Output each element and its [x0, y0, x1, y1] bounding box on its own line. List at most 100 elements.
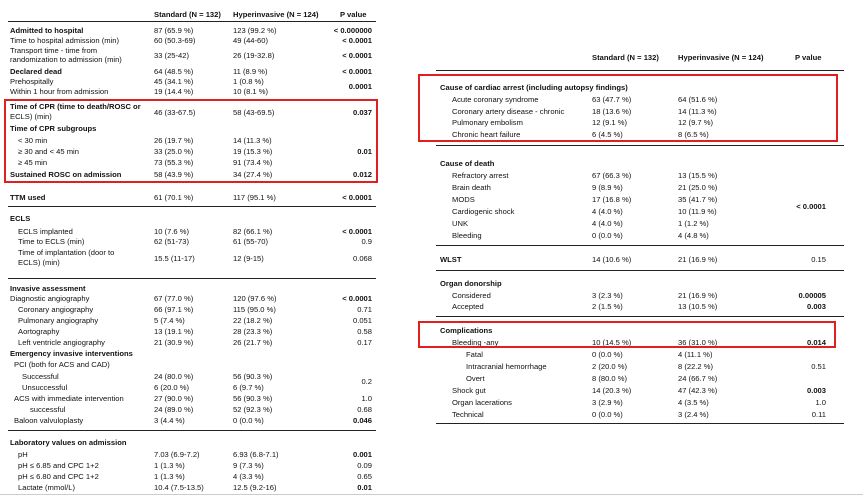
row-standard: 10 (7.6 %): [154, 227, 190, 236]
row-standard: 14 (20.3 %): [592, 386, 632, 395]
row-pvalue: 0.00005: [798, 291, 826, 300]
header-hyperinvasive: Hyperinvasive (N = 124): [678, 53, 764, 62]
row-label: PCI (both for ACS and CAD): [14, 360, 110, 369]
row-pvalue: < 0.0001: [342, 51, 372, 60]
row-hyperinvasive: 12 (9.7 %): [678, 118, 714, 127]
row-pvalue: 0.003: [806, 302, 826, 311]
row-hyperinvasive: 1 (0.8 %): [233, 77, 264, 86]
row-hyperinvasive: 123 (99.2 %): [233, 26, 277, 35]
header-hyperinvasive: Hyperinvasive (N = 124): [233, 10, 319, 19]
row-hyperinvasive: 21 (16.9 %): [678, 291, 718, 300]
row-pvalue: < 0.000000: [333, 26, 372, 35]
header-pvalue: P value: [795, 53, 822, 62]
row-label: Technical: [452, 410, 484, 419]
header-rule: [436, 70, 844, 71]
row-hyperinvasive: 21 (25.0 %): [678, 183, 718, 192]
row-label: Refractory arrest: [452, 171, 509, 180]
row-standard: 5 (7.4 %): [154, 316, 185, 325]
row-label: Unsuccessful: [22, 383, 68, 392]
row-hyperinvasive: 10 (8.1 %): [233, 87, 269, 96]
row-hyperinvasive: 56 (90.3 %): [233, 372, 273, 381]
row-hyperinvasive: 19 (15.3 %): [233, 147, 273, 156]
row-label: Time to ECLS (min): [18, 237, 85, 246]
row-standard: 87 (65.9 %): [154, 26, 194, 35]
row-label: pH ≤ 6.85 and CPC 1+2: [18, 461, 99, 470]
row-standard: 7.03 (6.9-7.2): [154, 450, 200, 459]
row-pvalue: 0.051: [352, 316, 372, 325]
row-standard: 2 (20.0 %): [592, 362, 628, 371]
row-hyperinvasive: 36 (31.0 %): [678, 338, 718, 347]
row-pvalue: 0.037: [352, 108, 372, 117]
row-standard: 6 (20.0 %): [154, 383, 190, 392]
row-standard: 10.4 (7.5-13.5): [154, 483, 204, 492]
row-pvalue: 0.11: [811, 410, 826, 419]
row-standard: 0 (0.0 %): [592, 410, 623, 419]
row-pvalue: 0.15: [811, 255, 826, 264]
row-label: Diagnostic angiography: [10, 294, 90, 303]
row-standard: 9 (8.9 %): [592, 183, 623, 192]
highlight-box-complications: [418, 321, 836, 348]
row-hyperinvasive: 12.5 (9.2-16): [233, 483, 277, 492]
row-standard: 27 (90.0 %): [154, 394, 194, 403]
row-pvalue: < 0.0001: [342, 227, 372, 236]
row-label: Cardiogenic shock: [452, 207, 515, 216]
row-standard: 18 (13.6 %): [592, 107, 632, 116]
row-standard: 1 (1.3 %): [154, 461, 185, 470]
row-hyperinvasive: 13 (15.5 %): [678, 171, 718, 180]
row-label: Time to hospital admission (min): [10, 36, 120, 45]
highlight-box-cpr: [4, 99, 378, 183]
row-hyperinvasive: 0 (0.0 %): [233, 416, 264, 425]
highlight-box-cause-of-arrest: [418, 74, 838, 142]
row-label-cont: randomization to admission (min): [10, 55, 122, 64]
row-hyperinvasive: 61 (55-70): [233, 237, 269, 246]
row-label: Aortography: [18, 327, 60, 336]
row-pvalue: < 0.0001: [796, 202, 826, 211]
row-hyperinvasive: 24 (66.7 %): [678, 374, 718, 383]
row-standard: 62 (51-73): [154, 237, 190, 246]
page-bottom-rule: [0, 494, 863, 495]
row-label: Successful: [22, 372, 59, 381]
row-label: Cause of death: [440, 159, 495, 168]
row-pvalue: < 0.0001: [342, 36, 372, 45]
row-label: Declared dead: [10, 67, 62, 76]
row-label: Sustained ROSC on admission: [10, 170, 122, 179]
row-pvalue: 0.2: [361, 377, 372, 386]
row-standard: 21 (30.9 %): [154, 338, 194, 347]
row-pvalue: 0.9: [361, 237, 372, 246]
row-hyperinvasive: 9 (7.3 %): [233, 461, 264, 470]
row-pvalue: 0.58: [357, 327, 372, 336]
row-standard: 10 (14.5 %): [592, 338, 632, 347]
row-label: Accepted: [452, 302, 484, 311]
row-label: Organ donorship: [440, 279, 502, 288]
row-label: MODS: [452, 195, 475, 204]
row-standard: 4 (4.0 %): [592, 207, 623, 216]
row-pvalue: 0.012: [352, 170, 372, 179]
row-hyperinvasive: 8 (6.5 %): [678, 130, 709, 139]
row-pvalue: 0.068: [352, 254, 372, 263]
row-pvalue: < 0.0001: [342, 193, 372, 202]
row-hyperinvasive: 120 (97.6 %): [233, 294, 277, 303]
header-standard: Standard (N = 132): [592, 53, 659, 62]
row-standard: 12 (9.1 %): [592, 118, 628, 127]
row-pvalue: 0.01: [357, 147, 372, 156]
row-standard: 67 (66.3 %): [592, 171, 632, 180]
row-pvalue: 0.65: [357, 472, 372, 481]
row-pvalue: 0.01: [357, 483, 372, 492]
section-rule: [436, 316, 844, 317]
row-standard: 46 (33-67.5): [154, 108, 196, 117]
row-hyperinvasive: 35 (41.7 %): [678, 195, 718, 204]
row-standard: 33 (25.0 %): [154, 147, 194, 156]
row-label: Acute coronary syndrome: [452, 95, 539, 104]
row-label: TTM used: [10, 193, 46, 202]
row-pvalue: 0.51: [811, 362, 826, 371]
row-standard: 0 (0.0 %): [592, 231, 623, 240]
row-label: Shock gut: [452, 386, 486, 395]
row-label: Baloon valvuloplasty: [14, 416, 84, 425]
row-label: pH ≤ 6.80 and CPC 1+2: [18, 472, 99, 481]
row-label: Time of implantation (door to: [18, 248, 115, 257]
row-hyperinvasive: 1 (1.2 %): [678, 219, 709, 228]
row-label: Fatal: [466, 350, 483, 359]
section-rule: [436, 145, 844, 146]
row-label: ECLS implanted: [18, 227, 73, 236]
row-standard: 14 (10.6 %): [592, 255, 632, 264]
